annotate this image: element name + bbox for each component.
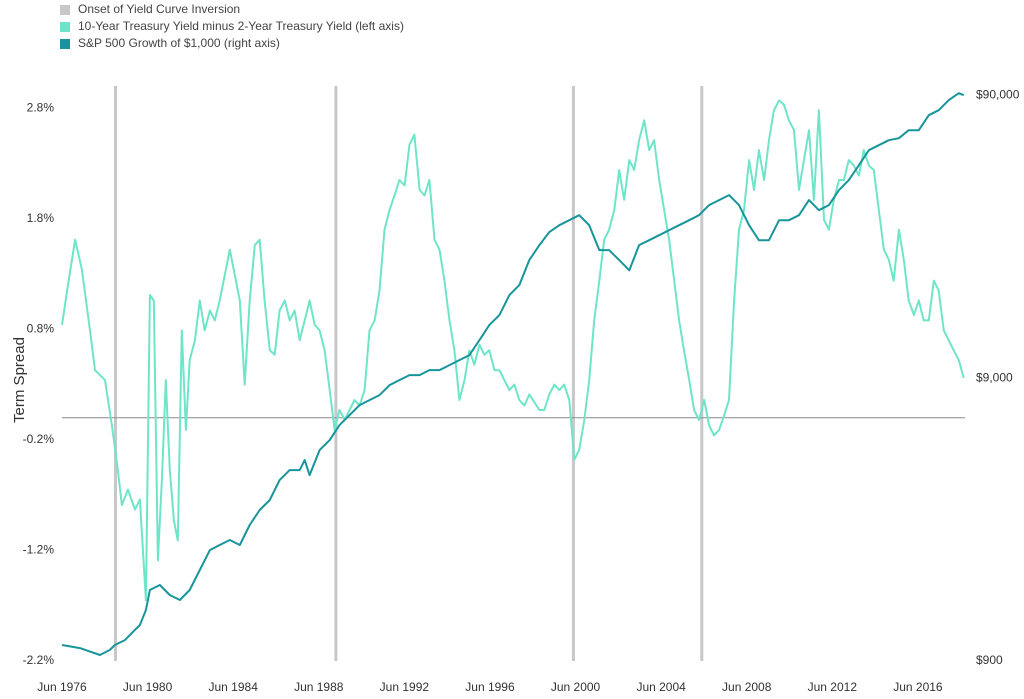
x-tick-label: Jun 1984 xyxy=(208,680,258,694)
y-tick-label: 1.8% xyxy=(27,211,55,225)
x-tick-label: Jun 2004 xyxy=(636,680,686,694)
series-line xyxy=(61,99,965,602)
y-tick-label: 2.8% xyxy=(27,100,55,114)
legend-swatch xyxy=(60,5,70,15)
legend-label: Onset of Yield Curve Inversion xyxy=(78,2,240,16)
x-tick-label: Jun 1976 xyxy=(37,680,87,694)
y-tick-label: -2.2% xyxy=(23,653,55,667)
legend-label: S&P 500 Growth of $1,000 (right axis) xyxy=(78,36,280,50)
y2-tick-label: $90,000 xyxy=(976,87,1020,101)
legend-label: 10-Year Treasury Yield minus 2-Year Trea… xyxy=(78,19,404,33)
y2-tick-label: $900 xyxy=(976,653,1003,667)
y-axis-label: Term Spread xyxy=(11,337,28,423)
x-tick-label: Jun 1988 xyxy=(294,680,344,694)
y2-tick-label: $9,000 xyxy=(976,370,1013,384)
x-tick-label: Jun 1996 xyxy=(465,680,515,694)
y-tick-label: -1.2% xyxy=(23,543,55,557)
y-tick-label: -0.2% xyxy=(23,432,55,446)
series-line xyxy=(61,92,965,656)
legend-swatch xyxy=(60,39,70,49)
x-tick-label: Jun 2016 xyxy=(893,680,943,694)
x-tick-label: Jun 1992 xyxy=(380,680,430,694)
x-tick-label: Jun 2012 xyxy=(808,680,858,694)
legend-swatch xyxy=(60,22,70,32)
x-tick-label: Jun 2000 xyxy=(551,680,601,694)
x-tick-label: Jun 1980 xyxy=(123,680,173,694)
x-tick-label: Jun 2008 xyxy=(722,680,772,694)
y-tick-label: 0.8% xyxy=(27,321,55,335)
